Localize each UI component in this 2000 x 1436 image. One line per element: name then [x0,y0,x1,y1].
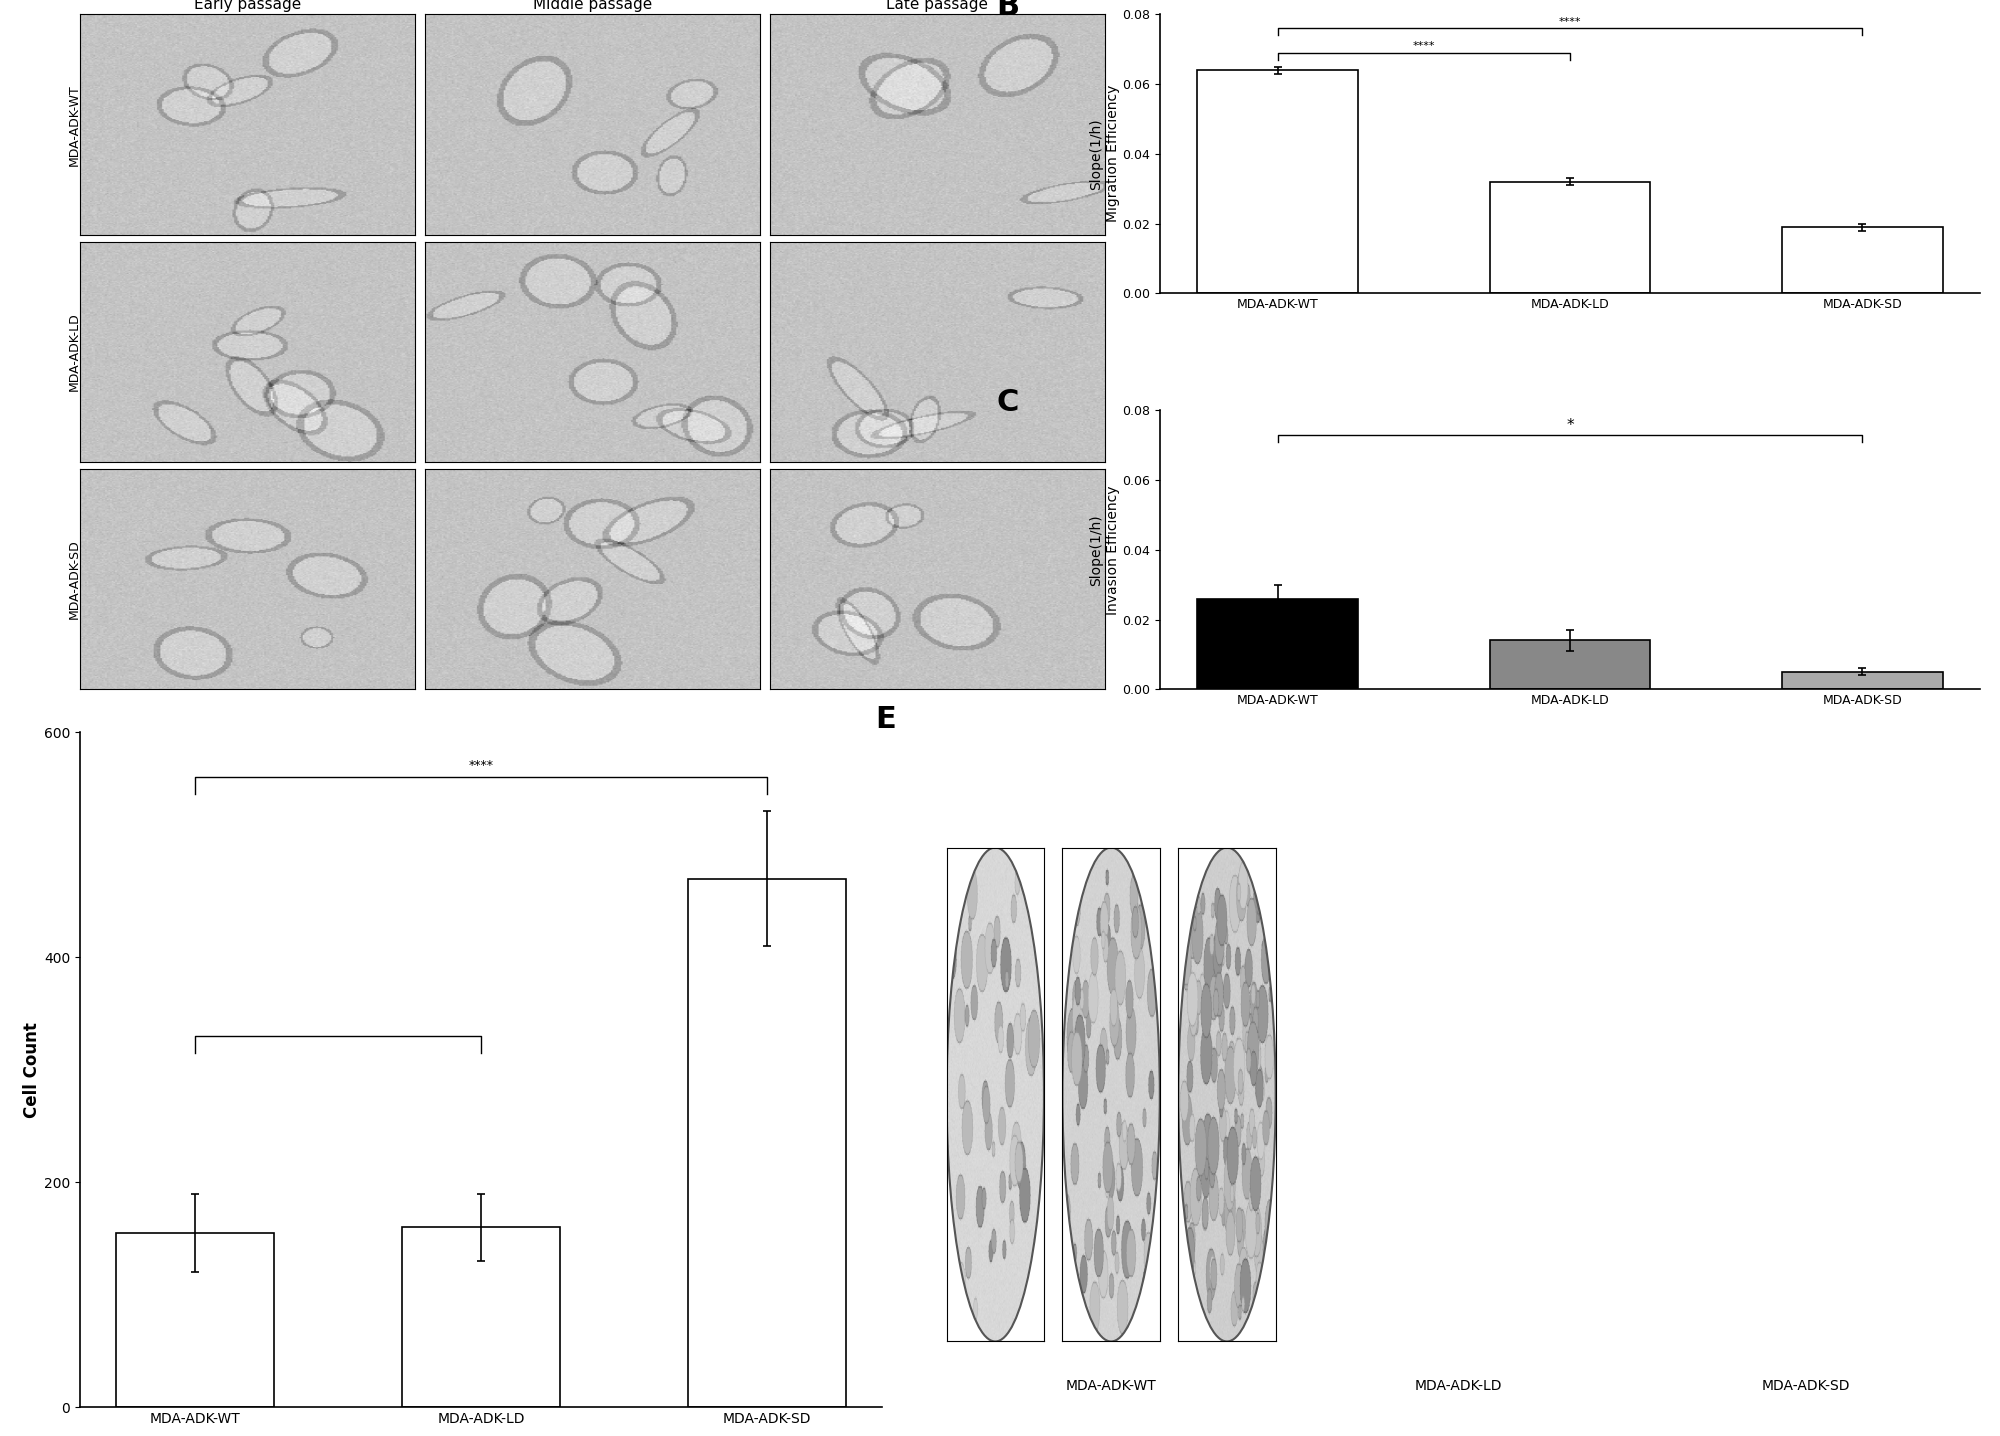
Text: E: E [874,705,896,734]
Title: Early passage: Early passage [194,0,302,11]
Text: B: B [996,0,1020,22]
Y-axis label: MDA-ADK-SD: MDA-ADK-SD [68,538,80,619]
Text: MDA-ADK-SD: MDA-ADK-SD [1762,1379,1850,1393]
Bar [1198,599,1358,689]
Y-axis label: Cell Count: Cell Count [24,1022,42,1117]
Text: MDA-ADK-LD: MDA-ADK-LD [1414,1379,1502,1393]
Y-axis label: Slope(1/h)
Invasion Efficiency: Slope(1/h) Invasion Efficiency [1090,485,1120,615]
Text: ****: **** [1558,17,1582,26]
Text: *: * [1566,418,1574,434]
Bar [1782,672,1942,689]
Bar [1490,640,1650,689]
Title: Middle passage: Middle passage [532,0,652,11]
Bar [402,1228,560,1407]
Bar [1782,227,1942,293]
Text: ****: **** [1412,42,1436,50]
Y-axis label: MDA-ADK-WT: MDA-ADK-WT [68,83,80,165]
Bar [1490,182,1650,293]
Y-axis label: MDA-ADK-LD: MDA-ADK-LD [68,313,80,391]
Text: MDA-ADK-WT: MDA-ADK-WT [1066,1379,1156,1393]
Text: C: C [996,388,1018,416]
Text: ****: **** [468,758,494,771]
Title: Late passage: Late passage [886,0,988,11]
Bar [688,879,846,1407]
Bar [1198,70,1358,293]
Y-axis label: Slope(1/h)
Migration Efficiency: Slope(1/h) Migration Efficiency [1090,85,1120,223]
Bar [116,1234,274,1407]
